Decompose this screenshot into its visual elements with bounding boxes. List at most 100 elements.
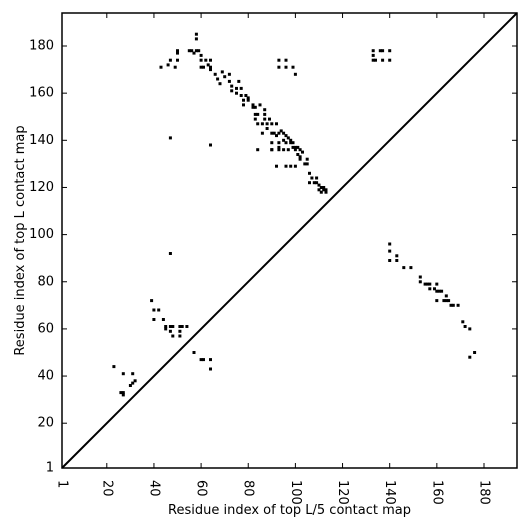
contact-point [270, 131, 274, 135]
contact-point [168, 325, 172, 328]
contact-point [388, 259, 392, 262]
contact-point [263, 112, 267, 116]
contact-point [242, 98, 245, 102]
contact-point [235, 86, 238, 90]
contact-point [298, 157, 302, 161]
contact-point [270, 141, 274, 145]
contact-point [275, 122, 278, 126]
contact-point [388, 249, 392, 253]
contact-point [319, 190, 323, 194]
contact-point [166, 63, 170, 67]
x-tick-label: 120 [335, 480, 350, 505]
contact-point [178, 329, 182, 333]
contact-point [180, 325, 184, 328]
contact-point [371, 53, 375, 57]
contact-point [209, 65, 212, 69]
contact-point [371, 49, 375, 53]
contact-point [428, 287, 432, 291]
contact-point [324, 190, 328, 194]
y-tick-label: 1 [46, 461, 54, 476]
x-tick-label: 1 [55, 480, 70, 488]
contact-point [322, 188, 326, 192]
contact-point [131, 381, 135, 385]
contact-point [277, 58, 281, 62]
contact-point [291, 141, 295, 145]
contact-point [277, 141, 281, 145]
y-tick-label: 20 [37, 416, 54, 431]
contact-point [308, 171, 311, 175]
contact-point [315, 181, 319, 185]
contact-point [260, 122, 264, 126]
y-tick-label: 140 [29, 133, 54, 148]
x-tick-label: 60 [194, 480, 209, 497]
contact-point [253, 117, 257, 121]
contact-point [308, 181, 311, 185]
contact-point [216, 77, 220, 81]
contact-point [473, 351, 477, 354]
contact-point [435, 282, 439, 286]
contact-point [199, 58, 203, 62]
contact-point [239, 94, 243, 97]
contact-point [246, 98, 250, 102]
contact-point [199, 65, 203, 69]
contact-point [121, 372, 125, 376]
contact-point [286, 148, 290, 152]
contact-point [192, 51, 196, 55]
x-tick-label: 40 [146, 480, 161, 497]
contact-point [284, 65, 288, 69]
contact-point [296, 153, 300, 156]
contact-point [435, 299, 439, 303]
contact-point [395, 259, 399, 262]
contact-point [423, 282, 427, 286]
contact-point [388, 49, 392, 53]
contact-point [463, 325, 467, 328]
contact-point [209, 143, 212, 147]
contact-point [220, 70, 224, 74]
contact-point [235, 91, 238, 95]
contact-point [275, 134, 278, 138]
plot-frame [61, 12, 518, 469]
contact-point [289, 141, 293, 145]
contact-point [168, 252, 172, 255]
contact-point [209, 58, 212, 62]
contact-point [199, 53, 203, 57]
y-axis-label: Residue index of top L contact map [13, 125, 28, 355]
contact-point [112, 365, 116, 369]
contact-point [388, 58, 392, 62]
contact-point [468, 355, 472, 359]
contact-point [197, 49, 201, 53]
contact-point [279, 129, 283, 133]
contact-point [256, 148, 260, 152]
contact-point [194, 49, 198, 53]
contact-point [164, 327, 168, 331]
y-tick-label: 160 [29, 86, 54, 101]
contact-point [223, 75, 227, 79]
contact-point [270, 148, 274, 152]
contact-point [284, 141, 288, 145]
contact-point [293, 72, 297, 76]
contact-point [296, 145, 300, 149]
contact-point [157, 308, 161, 312]
contact-point [402, 266, 406, 270]
contact-point [447, 299, 451, 303]
x-axis-label: Residue index of top L/5 contact map [168, 503, 411, 518]
contact-point [437, 289, 441, 293]
contact-point [194, 37, 198, 41]
contact-point [256, 112, 260, 116]
contact-point [293, 148, 297, 152]
contact-point [268, 117, 271, 121]
contact-point [284, 58, 288, 62]
contact-point [168, 329, 172, 333]
x-tick-label: 80 [241, 480, 256, 497]
contact-point [258, 103, 262, 107]
contact-point [456, 303, 460, 307]
contact-point [324, 188, 328, 192]
contact-point [440, 289, 444, 293]
contact-point [425, 282, 429, 286]
contact-point [444, 299, 448, 303]
contact-point [190, 49, 194, 53]
contact-point [251, 105, 255, 109]
contact-point [272, 131, 276, 135]
contact-point [253, 105, 257, 109]
y-tick-label: 80 [37, 274, 54, 289]
